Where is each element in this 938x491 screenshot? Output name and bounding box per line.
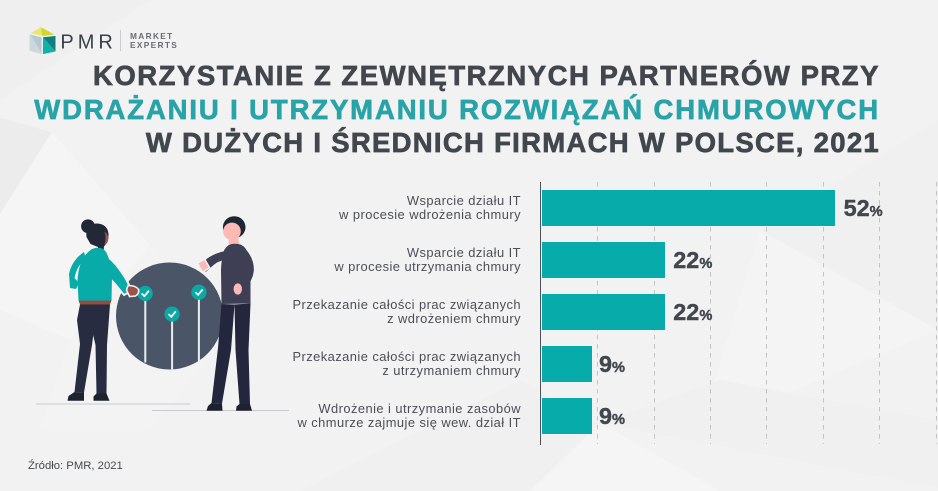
svg-text:PMR: PMR bbox=[60, 32, 116, 54]
